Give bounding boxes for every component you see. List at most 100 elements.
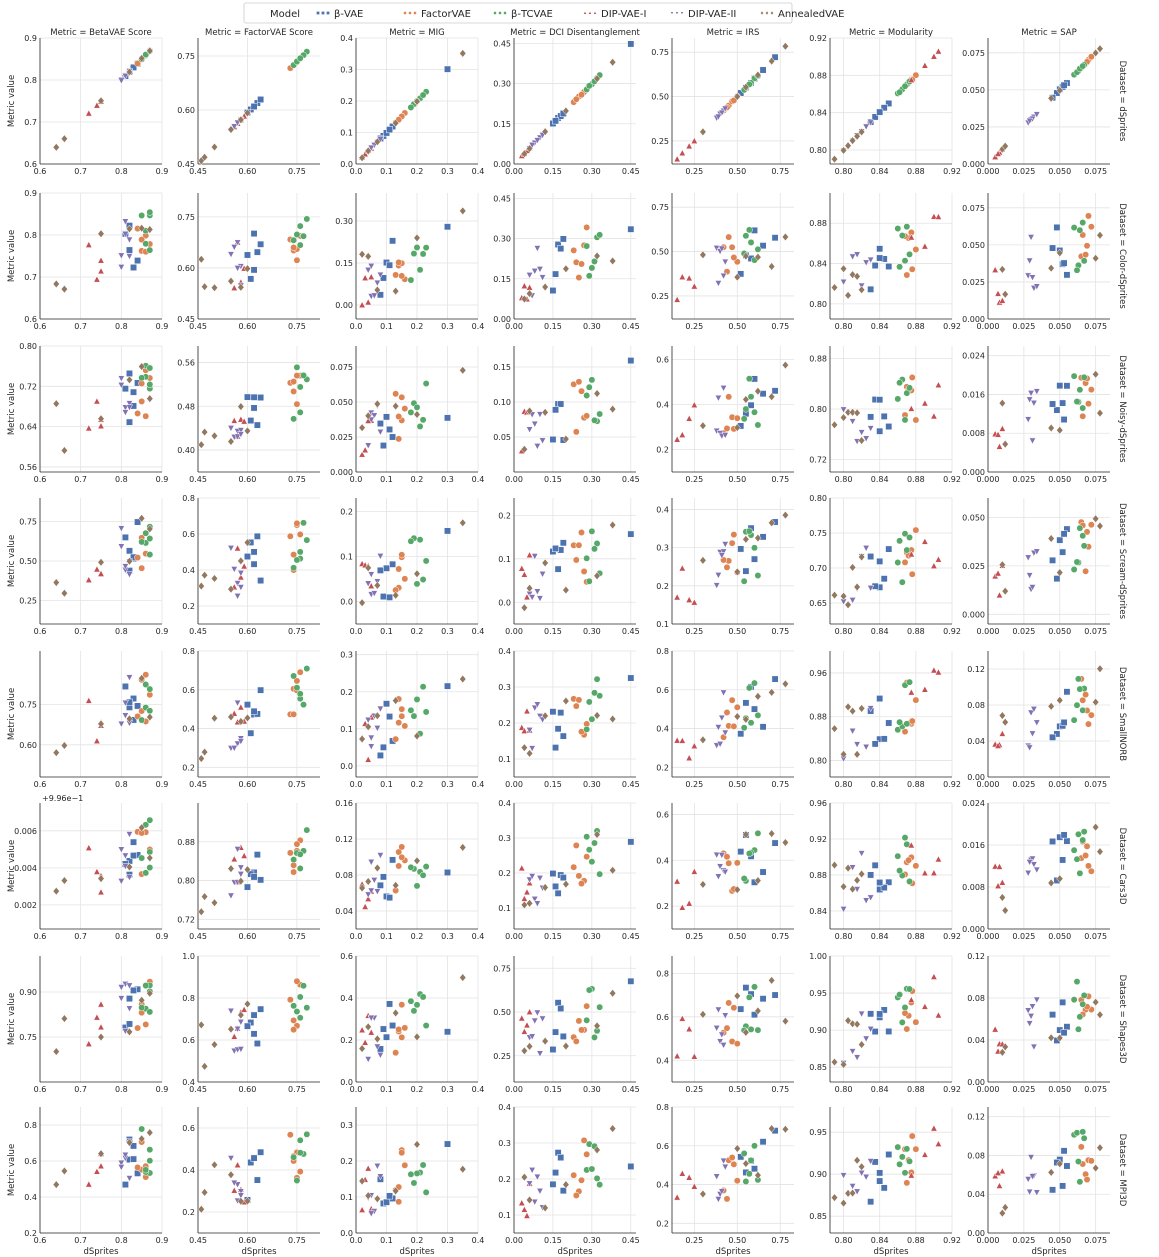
data-point xyxy=(627,530,635,538)
data-point xyxy=(1026,859,1034,867)
data-point xyxy=(1079,219,1087,227)
data-point xyxy=(679,11,685,16)
data-point xyxy=(300,982,307,990)
x-tick-label: 0.6 xyxy=(34,932,47,941)
column-title: Metric = BetaVAE Score xyxy=(50,28,152,38)
data-point xyxy=(210,1040,219,1049)
data-point xyxy=(250,873,258,881)
facet-panel: 0.00 0.15 0.30 0.450.10.20.30.4 xyxy=(498,799,639,941)
data-point xyxy=(380,743,387,751)
data-point xyxy=(253,1040,261,1047)
data-point xyxy=(673,435,681,443)
scatter-points xyxy=(830,1124,943,1208)
y-tick-label: 0.80 xyxy=(809,494,827,503)
y-tick-label: 0.004 xyxy=(14,864,37,873)
data-point xyxy=(844,702,852,712)
data-point xyxy=(367,1210,375,1218)
data-point xyxy=(125,67,133,77)
data-point xyxy=(386,1192,394,1200)
x-tick-label: 0.80 xyxy=(835,167,853,176)
data-point xyxy=(745,684,753,692)
data-point xyxy=(690,137,698,144)
legend-entry: AnnealedVAE xyxy=(760,9,844,20)
data-point xyxy=(998,1167,1006,1175)
data-point xyxy=(125,1175,134,1183)
data-point xyxy=(690,742,698,749)
data-point xyxy=(549,1046,557,1053)
data-point xyxy=(733,859,741,867)
y-tick-label: 0.25 xyxy=(19,596,37,605)
data-point xyxy=(290,1026,298,1034)
data-point xyxy=(541,711,549,721)
data-point xyxy=(85,424,93,432)
data-point xyxy=(227,892,235,900)
data-point xyxy=(407,537,415,545)
data-point xyxy=(257,1148,265,1156)
data-point xyxy=(210,898,219,907)
data-point xyxy=(1027,234,1035,242)
data-point xyxy=(733,991,741,1001)
y-tick-label: 0.45 xyxy=(177,160,195,169)
data-point xyxy=(528,745,536,753)
scatter-points xyxy=(52,978,154,1056)
data-point xyxy=(907,404,915,412)
data-point xyxy=(201,282,209,291)
data-point xyxy=(934,47,943,55)
data-point xyxy=(994,149,1002,157)
data-point xyxy=(627,357,635,365)
data-point xyxy=(554,725,562,733)
x-tick-label: 0.6 xyxy=(34,475,47,484)
data-point xyxy=(699,880,707,889)
y-tick-label: 0.75 xyxy=(177,52,195,61)
data-point xyxy=(290,244,298,251)
data-point xyxy=(994,430,1002,438)
data-point xyxy=(699,421,707,430)
data-point xyxy=(373,1034,381,1044)
data-point xyxy=(367,263,375,270)
data-point xyxy=(1076,685,1084,693)
data-point xyxy=(853,132,861,141)
data-point xyxy=(210,283,219,292)
x-tick-label: 0.45 xyxy=(622,475,640,484)
x-tick-label: 0.1 xyxy=(380,475,393,484)
data-point xyxy=(146,225,154,234)
data-point xyxy=(1087,521,1095,529)
data-point xyxy=(1028,855,1037,863)
data-point xyxy=(401,1024,409,1032)
x-tick-label: 0.60 xyxy=(239,932,257,941)
x-tick-label: 0.75 xyxy=(288,780,306,789)
y-tick-label: 0.84 xyxy=(809,907,827,916)
y-tick-label: 0.6 xyxy=(182,686,195,695)
data-point xyxy=(395,435,403,443)
data-point xyxy=(742,1159,750,1168)
data-point xyxy=(585,577,593,585)
data-point xyxy=(1079,412,1087,420)
data-point xyxy=(142,1021,150,1028)
data-point xyxy=(138,823,146,832)
scatter-points xyxy=(52,514,154,598)
data-point xyxy=(146,246,154,254)
legend-entry: β-TCVAE xyxy=(493,9,553,20)
x-tick-label: 0.75 xyxy=(288,167,306,176)
legend-label: FactorVAE xyxy=(421,9,471,20)
data-point xyxy=(1087,53,1095,61)
data-point xyxy=(518,723,526,731)
data-point xyxy=(747,1156,755,1164)
data-point xyxy=(685,1173,693,1181)
y-tick-label: 0.88 xyxy=(809,871,827,880)
scatter-points xyxy=(52,46,154,152)
data-point xyxy=(250,103,258,110)
y-tick-label: 0.2 xyxy=(340,688,353,697)
data-point xyxy=(840,1060,848,1069)
data-point xyxy=(559,235,567,243)
data-point xyxy=(52,578,60,587)
data-point xyxy=(407,997,415,1005)
data-point xyxy=(699,1010,707,1019)
x-tick-label: 0.00 xyxy=(505,932,523,941)
data-point xyxy=(243,538,251,547)
y-tick-label: 0.0 xyxy=(340,1229,353,1238)
scatter-points xyxy=(197,363,311,449)
data-point xyxy=(146,381,154,388)
data-point xyxy=(541,282,549,292)
data-point xyxy=(585,383,593,391)
